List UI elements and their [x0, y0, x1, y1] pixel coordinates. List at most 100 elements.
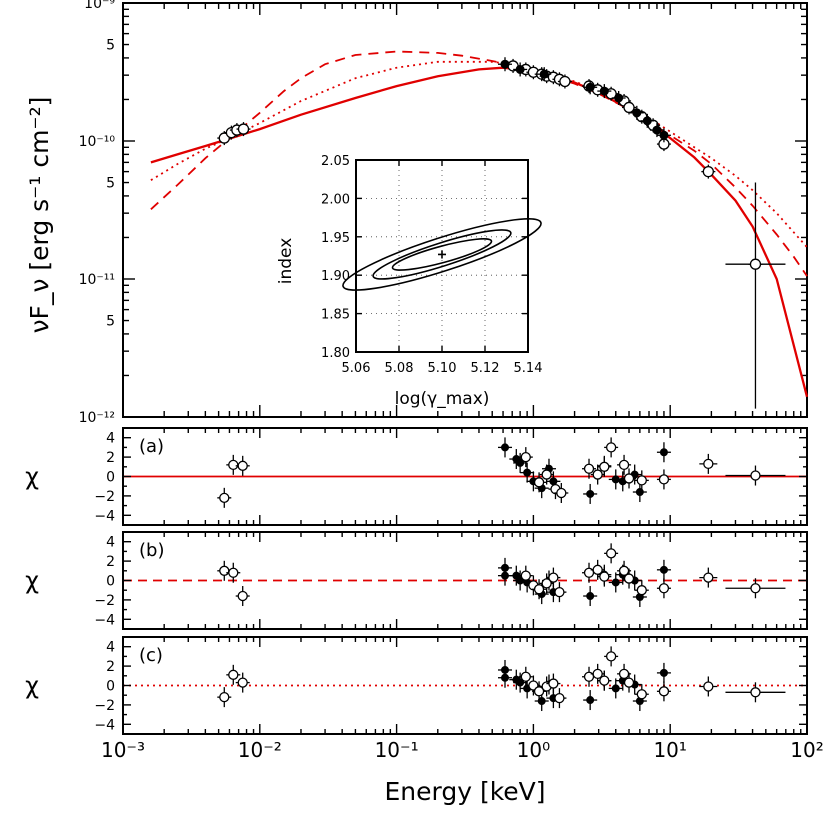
x-tick-label: 10⁰ — [517, 738, 550, 762]
sed-y-tick-labels: 10⁻¹² 5 10⁻¹¹ 5 10⁻¹⁰ 5 10⁻⁹ — [79, 0, 116, 426]
inset-x-tick-label: 5.06 — [342, 361, 371, 376]
residual-point — [622, 468, 637, 489]
residual-point — [597, 670, 612, 691]
residual-frame — [122, 427, 808, 526]
data-point — [557, 74, 572, 89]
residual-frame — [122, 636, 808, 735]
residual-point — [597, 456, 612, 477]
residual-y-tick-label: 4 — [106, 431, 115, 447]
inset-x-tick-label: 5.14 — [514, 361, 543, 376]
residual-y-tick-label: −2 — [94, 489, 115, 505]
residual-point — [539, 573, 554, 594]
inset-x-tick-label: 5.12 — [471, 361, 500, 376]
residual-y-tick-label: 0 — [106, 679, 115, 695]
residual-point — [520, 462, 535, 483]
residual-point — [532, 681, 547, 702]
sed-y-axis-label: νF_ν [erg s⁻¹ cm⁻²] — [25, 97, 54, 334]
residual-y-axis-label: χ — [25, 463, 39, 491]
y-tick-label: 5 — [106, 314, 115, 330]
residual-point — [497, 667, 512, 688]
residual-point — [604, 543, 619, 564]
inset-tick-labels: 5.06 5.08 5.10 5.12 5.14 1.80 1.85 1.90 1.95 2.00… — [321, 154, 542, 376]
residual-point — [582, 458, 597, 479]
residual-point — [597, 566, 612, 587]
data-point — [656, 128, 671, 143]
inset-y-tick-label: 2.00 — [321, 192, 350, 207]
data-point — [622, 100, 637, 115]
data-point — [537, 67, 552, 82]
residual-point — [725, 578, 786, 599]
residual-point — [656, 681, 671, 702]
residual-point — [604, 646, 619, 667]
inset-y-tick-label: 1.90 — [321, 269, 350, 284]
residual-point — [226, 562, 241, 583]
data-point — [513, 62, 528, 77]
residual-y-tick-label: −4 — [94, 508, 115, 524]
residual-point — [622, 568, 637, 589]
residual-y-tick-label: −4 — [94, 612, 115, 628]
residual-point — [235, 586, 250, 607]
residual-point — [532, 472, 547, 493]
best-fit-marker — [438, 250, 446, 259]
data-point — [583, 80, 598, 95]
data-point — [701, 164, 716, 179]
residual-point — [518, 565, 533, 586]
residual-point — [513, 672, 528, 693]
inset-x-tick-label: 5.10 — [428, 361, 457, 376]
inset-contours — [342, 218, 542, 291]
residual-y-tick-label: −2 — [94, 698, 115, 714]
residual-y-tick-label: 0 — [106, 470, 115, 486]
residual-point — [552, 582, 567, 603]
residual-point — [590, 464, 605, 485]
residual-point — [532, 579, 547, 600]
residual-point — [539, 464, 554, 485]
residual-point — [634, 580, 649, 601]
residual-point — [546, 567, 561, 588]
residual-point — [554, 482, 569, 503]
data-point — [597, 84, 612, 99]
y-tick-label: 5 — [106, 176, 115, 192]
y-tick-label: 10⁻¹² — [79, 410, 115, 426]
residual-y-tick-label: 0 — [106, 574, 115, 590]
residual-point — [583, 483, 598, 504]
panel-label: (b) — [139, 540, 164, 561]
data-point — [611, 90, 626, 105]
sed-data-points — [217, 57, 786, 409]
x-tick-label: 10⁻³ — [101, 738, 145, 762]
x-tick-label: 10⁻² — [238, 738, 282, 762]
data-point — [649, 123, 664, 138]
residual-point — [617, 454, 632, 475]
residual-y-tick-label: 4 — [106, 535, 115, 551]
residual-point — [656, 469, 671, 490]
y-tick-label: 10⁻⁹ — [84, 0, 115, 12]
confidence-contour-2 — [372, 229, 512, 280]
residual-point — [656, 559, 671, 580]
data-point — [640, 113, 655, 128]
x-tick-label: 10⁻¹ — [375, 738, 419, 762]
residual-point — [226, 664, 241, 685]
y-tick-label: 10⁻¹⁰ — [79, 134, 116, 150]
residual-point — [699, 453, 718, 474]
x-tick-label: 10² — [790, 738, 823, 762]
residual-point — [518, 447, 533, 468]
residual-panel-c: 4 2 0 −2 −4 (c) χ — [25, 636, 808, 735]
inset-ticks — [355, 159, 529, 353]
data-point — [236, 122, 251, 137]
residual-point — [518, 666, 533, 687]
sed-plot-frame — [122, 2, 808, 418]
energy-x-axis-label: Energy [keV] — [384, 777, 545, 806]
residual-point — [634, 684, 649, 705]
residual-point — [217, 487, 232, 508]
residual-point — [513, 452, 528, 473]
residual-point — [217, 687, 232, 708]
residual-point — [583, 586, 598, 607]
residual-panel-a: 4 2 0 −2 −4 (a) χ — [25, 427, 808, 526]
residual-point — [583, 690, 598, 711]
residual-point — [656, 662, 671, 683]
residual-point — [546, 673, 561, 694]
inset-x-axis-label: log(γ_max) — [395, 389, 490, 409]
residual-point — [608, 572, 623, 593]
inset-y-tick-label: 2.05 — [321, 154, 350, 169]
confidence-contour-3 — [342, 218, 542, 291]
